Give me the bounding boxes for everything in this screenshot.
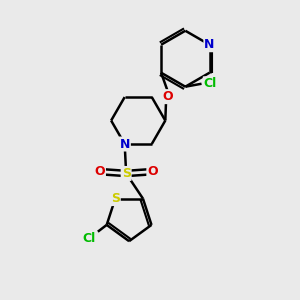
Text: O: O: [147, 166, 158, 178]
Text: O: O: [162, 90, 173, 103]
Text: Cl: Cl: [82, 232, 96, 245]
Text: Cl: Cl: [204, 77, 217, 90]
Text: O: O: [94, 166, 105, 178]
Text: S: S: [111, 192, 120, 205]
Text: N: N: [204, 38, 215, 51]
Text: N: N: [119, 137, 130, 151]
Text: S: S: [122, 167, 130, 180]
